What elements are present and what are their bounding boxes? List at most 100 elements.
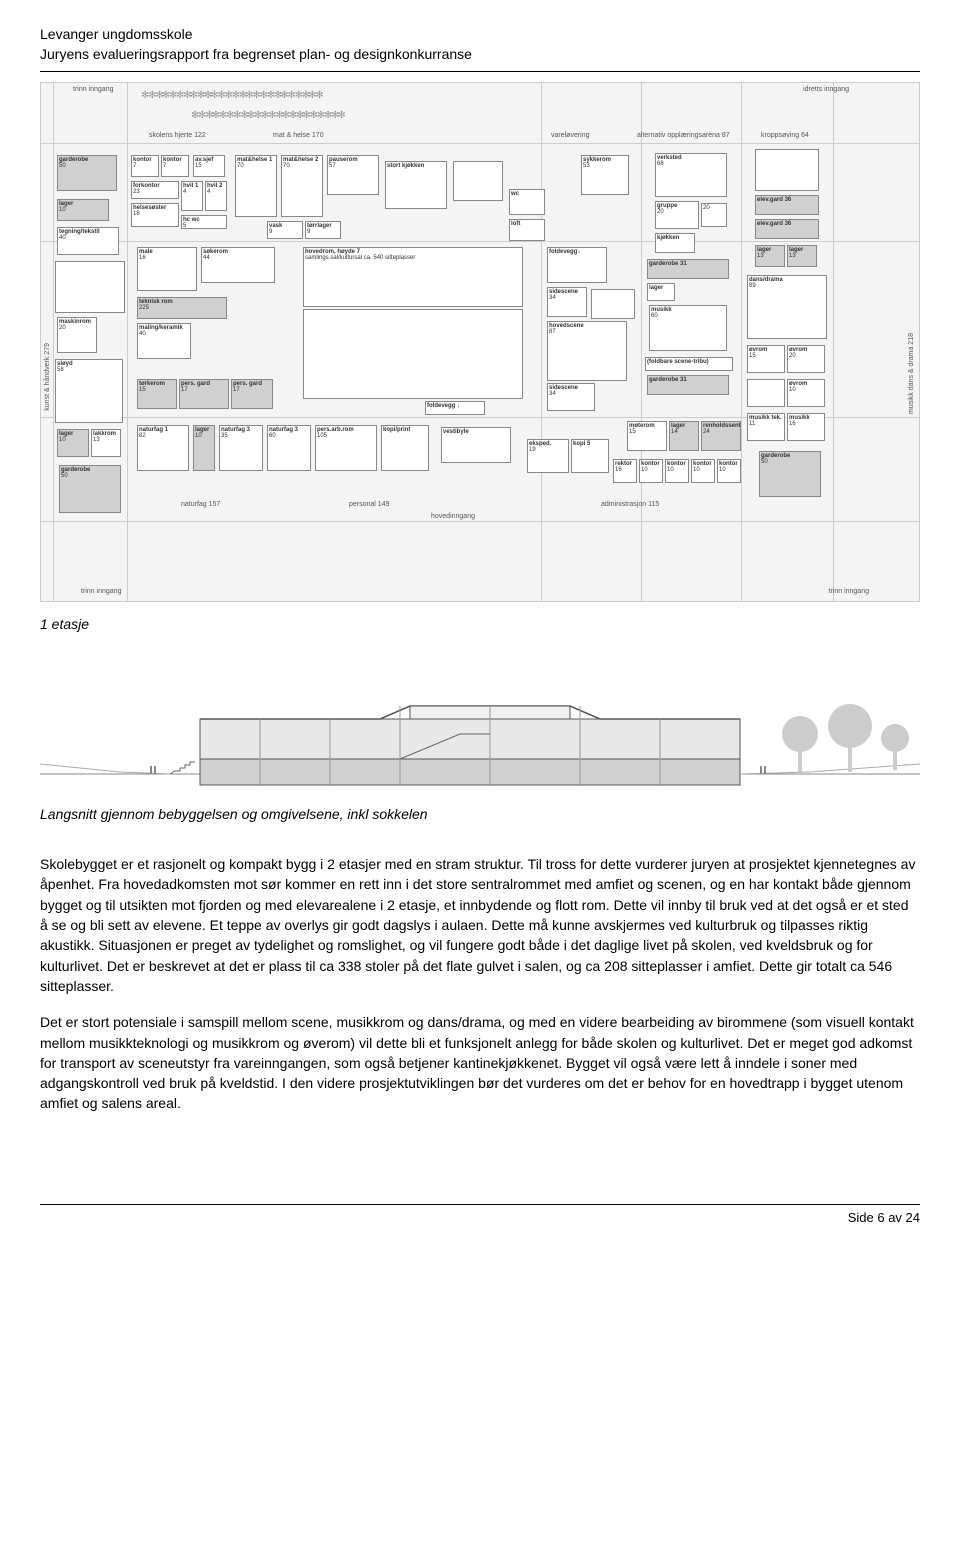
room xyxy=(55,261,125,313)
room: lakkrom13 xyxy=(91,429,121,457)
room: kontor10 xyxy=(691,459,715,483)
room: hvil 24 xyxy=(205,181,227,211)
room: garderobe50 xyxy=(759,451,821,497)
paragraph-1: Skolebygget er et rasjonelt og kompakt b… xyxy=(40,854,920,996)
header-title-2: Juryens evalueringsrapport fra begrenset… xyxy=(40,44,920,64)
room: lager xyxy=(647,283,675,301)
room: kontor10 xyxy=(665,459,689,483)
entrance-label: hovedinngang xyxy=(431,512,475,522)
entrance-label: trinn inngang xyxy=(73,85,113,95)
room: mat&helse 270 xyxy=(281,155,323,217)
room: helsesøster18 xyxy=(131,203,179,227)
room: hovedscene87 xyxy=(547,321,627,381)
room: søkerom44 xyxy=(201,247,275,283)
room: musikk16 xyxy=(787,413,825,441)
room: maling/keramik40 xyxy=(137,323,191,359)
zone-label: alternativ opplæringsarena 87 xyxy=(637,131,730,141)
section-svg xyxy=(40,664,920,794)
room: hvil 14 xyxy=(181,181,203,211)
room: wc xyxy=(509,189,545,215)
room: pers. gard17 xyxy=(231,379,273,409)
room xyxy=(755,149,819,191)
room: foldevegg↓ xyxy=(547,247,607,283)
room: maskinrom20 xyxy=(57,317,97,353)
room: øvrom20 xyxy=(787,345,825,373)
room: mat&helse 170 xyxy=(235,155,277,217)
room: hc wc5 xyxy=(181,215,227,229)
room: sykkerom53 xyxy=(581,155,629,195)
floorplan-figure: ✻ ✻ ✻✻ ✻ ✻ ✻✻ ✻ ✻✻ ✻ ✻ ✻ ✻✻ ✻ ✻ ✻ ✻✻ ✻ ✻… xyxy=(40,82,920,602)
room: kontor7 xyxy=(131,155,159,177)
room: kontor10 xyxy=(639,459,663,483)
room: øvrom10 xyxy=(787,379,825,407)
room: renholdssentral24 xyxy=(701,421,741,451)
tree-decor: ✻ ✻ ✻✻ ✻ ✻ ✻ ✻✻ ✻ ✻ ✻ ✻✻ ✻ ✻✻ ✻ ✻ ✻ ✻✻ xyxy=(191,109,344,124)
room: garderobe 31 xyxy=(647,259,729,279)
room: naturfag 182 xyxy=(137,425,189,471)
room: lager10 xyxy=(57,199,109,221)
room: eksped.19 xyxy=(527,439,569,473)
room: forkontor23 xyxy=(131,181,179,199)
room: dans/drama89 xyxy=(747,275,827,339)
paragraph-2: Det er stort potensiale i samspill mello… xyxy=(40,1012,920,1113)
room: elev.gard 36 xyxy=(755,195,819,215)
room: loft xyxy=(509,219,545,241)
header-title-1: Levanger ungdomsskole xyxy=(40,24,920,44)
room: (foldbare scene-tribu) xyxy=(645,357,733,371)
room xyxy=(591,289,635,319)
room: av.sjef15 xyxy=(193,155,225,177)
zone-label: skolens hjerte 122 xyxy=(149,131,206,141)
room: lager14 xyxy=(669,421,699,451)
room: naturfag 335 xyxy=(219,425,263,471)
room: verksted68 xyxy=(655,153,727,197)
room: elev.gard 36 xyxy=(755,219,819,239)
header-divider xyxy=(40,71,920,72)
room: foldevegg ↓ xyxy=(425,401,485,415)
zone-label: mat & helse 170 xyxy=(273,131,324,141)
room: lager13 xyxy=(755,245,785,267)
room: pauserom57 xyxy=(327,155,379,195)
room xyxy=(303,309,523,399)
room: sidescene34 xyxy=(547,383,595,411)
section-caption: Langsnitt gjennom bebyggelsen og omgivel… xyxy=(40,804,920,824)
room: sidescene34 xyxy=(547,287,587,317)
room: teknisk rom225 xyxy=(137,297,227,319)
room: garderobe50 xyxy=(57,155,117,191)
room: kontor10 xyxy=(717,459,741,483)
room: musikk tek.11 xyxy=(747,413,785,441)
zone-label: kunst & håndverk 279 xyxy=(43,343,53,411)
room: lager10 xyxy=(193,425,215,471)
room: lager10 xyxy=(57,429,89,457)
zone-label: musikk dans & drama 218 xyxy=(907,333,917,414)
room: garderobe 31 xyxy=(647,375,729,395)
room: tegning/tekstil40 xyxy=(57,227,119,255)
room: 20 xyxy=(701,203,727,227)
room: rektor16 xyxy=(613,459,637,483)
zone-label: kroppsøving 64 xyxy=(761,131,809,141)
document-header: Levanger ungdomsskole Juryens evaluering… xyxy=(40,24,920,65)
room: sløyd58 xyxy=(55,359,123,423)
body-text: Skolebygget er et rasjonelt og kompakt b… xyxy=(40,854,920,1114)
room xyxy=(747,379,785,407)
room: tørkerom15 xyxy=(137,379,177,409)
room: kjøkken xyxy=(655,233,695,253)
floorplan-caption: 1 etasje xyxy=(40,614,920,634)
room: tørrlager9 xyxy=(305,221,341,239)
page-footer: Side 6 av 24 xyxy=(40,1205,920,1228)
section-figure xyxy=(40,664,920,794)
room: vask9 xyxy=(267,221,303,239)
room: vestibyle xyxy=(441,427,511,463)
tree-decor: ✻ ✻ ✻✻ ✻ ✻ ✻✻ ✻ ✻✻ ✻ ✻ ✻ ✻✻ ✻ ✻ ✻ ✻✻ ✻ ✻… xyxy=(141,89,322,104)
entrance-label: trinn inngang xyxy=(81,587,121,597)
room: lager13 xyxy=(787,245,817,267)
zone-label: naturfag 157 xyxy=(181,500,220,510)
zone-label: administrasjon 115 xyxy=(601,500,659,510)
room: kontor7 xyxy=(161,155,189,177)
room: hovedrom, høyde 7samlings.sal/kultursal … xyxy=(303,247,523,307)
zone-label: personal 149 xyxy=(349,500,389,510)
room: naturfag 360 xyxy=(267,425,311,471)
room xyxy=(453,161,503,201)
room: stort kjøkken xyxy=(385,161,447,209)
room: øvrom15 xyxy=(747,345,785,373)
room: pers. gard17 xyxy=(179,379,229,409)
